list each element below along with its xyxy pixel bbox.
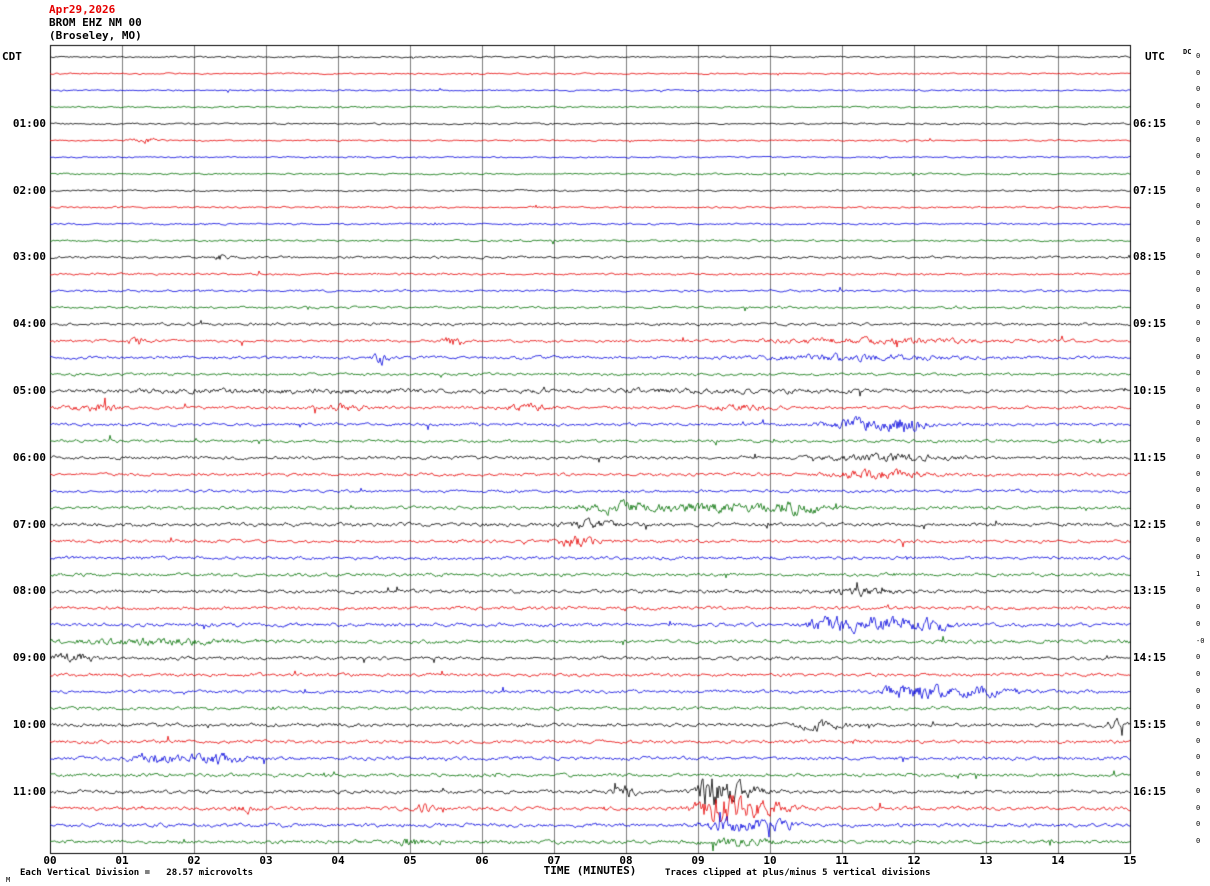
dc-offset-value: 0 <box>1196 669 1201 678</box>
dc-offset-value: 0 <box>1196 118 1201 127</box>
x-tick-label: 00 <box>43 854 57 867</box>
x-tick-label: 15 <box>1123 854 1137 867</box>
dc-offset-value: 0 <box>1196 736 1201 745</box>
right-time-label: 14:15 <box>1133 651 1167 665</box>
left-time-label: 05:00 <box>12 384 46 397</box>
dc-offset-value: 0 <box>1196 252 1201 261</box>
dc-offset-value: 0 <box>1196 553 1201 561</box>
dc-offset-value: 0 <box>1196 753 1201 762</box>
right-time-label: 16:15 <box>1133 784 1167 798</box>
header-location: (Broseley, MO) <box>49 29 142 42</box>
dc-offset-value: 0 <box>1196 185 1201 194</box>
dc-offset-value: -0 <box>1196 636 1205 645</box>
dc-offset-value: 0 <box>1196 369 1201 378</box>
dc-offset-value: 0 <box>1196 352 1201 361</box>
dc-offset-value: 0 <box>1196 235 1201 244</box>
left-axis-title: CDT <box>2 50 22 63</box>
right-time-label: 15:15 <box>1133 718 1167 731</box>
dc-offset-value: 0 <box>1196 519 1201 528</box>
dc-offset-value: 0 <box>1196 703 1201 712</box>
dc-offset-value: 0 <box>1196 319 1201 328</box>
dc-offset-value: 0 <box>1196 202 1201 211</box>
dc-offset-value: 0 <box>1196 85 1201 94</box>
footer-clip-note: Traces clipped at plus/minus 5 vertical … <box>665 868 931 878</box>
x-tick-label: 04 <box>331 854 345 867</box>
header: Apr29,2026 BROM EHZ NM 00 (Broseley, MO) <box>49 3 142 42</box>
dc-offset-value: 0 <box>1196 335 1201 344</box>
dc-offset-value: 0 <box>1196 536 1201 545</box>
dc-offset-value: 0 <box>1196 786 1201 795</box>
dc-offset-value: 0 <box>1196 52 1201 60</box>
dc-offset-value: 0 <box>1196 803 1201 812</box>
right-time-label: 07:15 <box>1133 183 1167 197</box>
dc-column-title: DC <box>1183 48 1192 56</box>
dc-offset-value: 0 <box>1196 135 1201 144</box>
left-time-label: 06:00 <box>12 450 46 464</box>
right-axis-title: UTC <box>1145 50 1165 63</box>
dc-offset-value: 0 <box>1196 469 1201 478</box>
footer-scale-note: Each Vertical Division = 28.57 microvolt… <box>20 868 253 878</box>
left-time-label: 03:00 <box>12 250 46 264</box>
dc-offset-value: 0 <box>1196 653 1201 662</box>
dc-offset-value: 0 <box>1196 168 1201 177</box>
left-time-label: 07:00 <box>12 517 46 531</box>
x-tick-label: 01 <box>115 854 129 867</box>
x-tick-label: 14 <box>1051 854 1065 867</box>
left-time-label: 02:00 <box>12 183 46 197</box>
x-tick-label: 11 <box>835 854 849 867</box>
dc-offset-value: 0 <box>1196 285 1201 294</box>
x-tick-label: 06 <box>475 854 489 867</box>
left-time-label: 09:00 <box>12 651 46 665</box>
dc-offset-value: 0 <box>1196 770 1201 779</box>
left-time-label: 08:00 <box>12 584 46 598</box>
x-tick-label: 13 <box>979 854 993 867</box>
left-time-label: 04:00 <box>12 317 46 331</box>
x-tick-label: 10 <box>763 854 777 867</box>
dc-offset-value: 0 <box>1196 102 1201 111</box>
dc-offset-value: 1 <box>1196 569 1201 578</box>
right-time-label: 10:15 <box>1133 384 1167 397</box>
x-tick-label: 09 <box>691 854 705 867</box>
x-tick-label: 07 <box>547 854 561 867</box>
dc-offset-value: 0 <box>1196 386 1201 394</box>
dc-offset-value: 0 <box>1196 502 1201 511</box>
dc-offset-value: 0 <box>1196 619 1201 628</box>
dc-offset-value: 0 <box>1196 269 1201 278</box>
dc-offset-value: 0 <box>1196 419 1201 428</box>
dc-offset-value: 0 <box>1196 586 1201 595</box>
right-time-label: 09:15 <box>1133 317 1167 331</box>
dc-offset-value: 0 <box>1196 486 1201 495</box>
dc-offset-value: 0 <box>1196 68 1201 77</box>
dc-offset-value: 0 <box>1196 402 1201 411</box>
dc-offset-value: 0 <box>1196 836 1201 845</box>
x-tick-label: 12 <box>907 854 921 867</box>
dc-offset-value: 0 <box>1196 302 1201 311</box>
header-date: Apr29,2026 <box>49 3 116 16</box>
header-station: BROM EHZ NM 00 <box>49 16 142 29</box>
right-time-label: 12:15 <box>1133 517 1167 531</box>
left-time-label: 10:00 <box>12 718 46 731</box>
right-time-label: 08:15 <box>1133 250 1167 264</box>
right-time-label: 13:15 <box>1133 584 1167 598</box>
x-tick-label: 08 <box>619 854 633 867</box>
x-tick-label: 05 <box>403 854 417 867</box>
dc-offset-value: 0 <box>1196 219 1201 227</box>
dc-offset-value: 0 <box>1196 603 1201 612</box>
dc-offset-value: 0 <box>1196 820 1201 829</box>
x-tick-label: 02 <box>187 854 201 867</box>
right-time-label: 11:15 <box>1133 450 1167 464</box>
x-axis-title: TIME (MINUTES) <box>543 864 637 877</box>
left-time-label: 11:00 <box>12 784 46 798</box>
dc-offset-value: 0 <box>1196 152 1201 161</box>
dc-offset-value: 0 <box>1196 686 1201 695</box>
right-time-label: 06:15 <box>1133 116 1167 130</box>
x-tick-label: 03 <box>259 854 273 867</box>
dc-offset-value: 0 <box>1196 720 1201 728</box>
left-time-label: 01:00 <box>12 116 46 130</box>
corner-mark: M <box>6 876 11 884</box>
dc-offset-value: 0 <box>1196 452 1201 461</box>
dc-offset-value: 0 <box>1196 436 1201 445</box>
